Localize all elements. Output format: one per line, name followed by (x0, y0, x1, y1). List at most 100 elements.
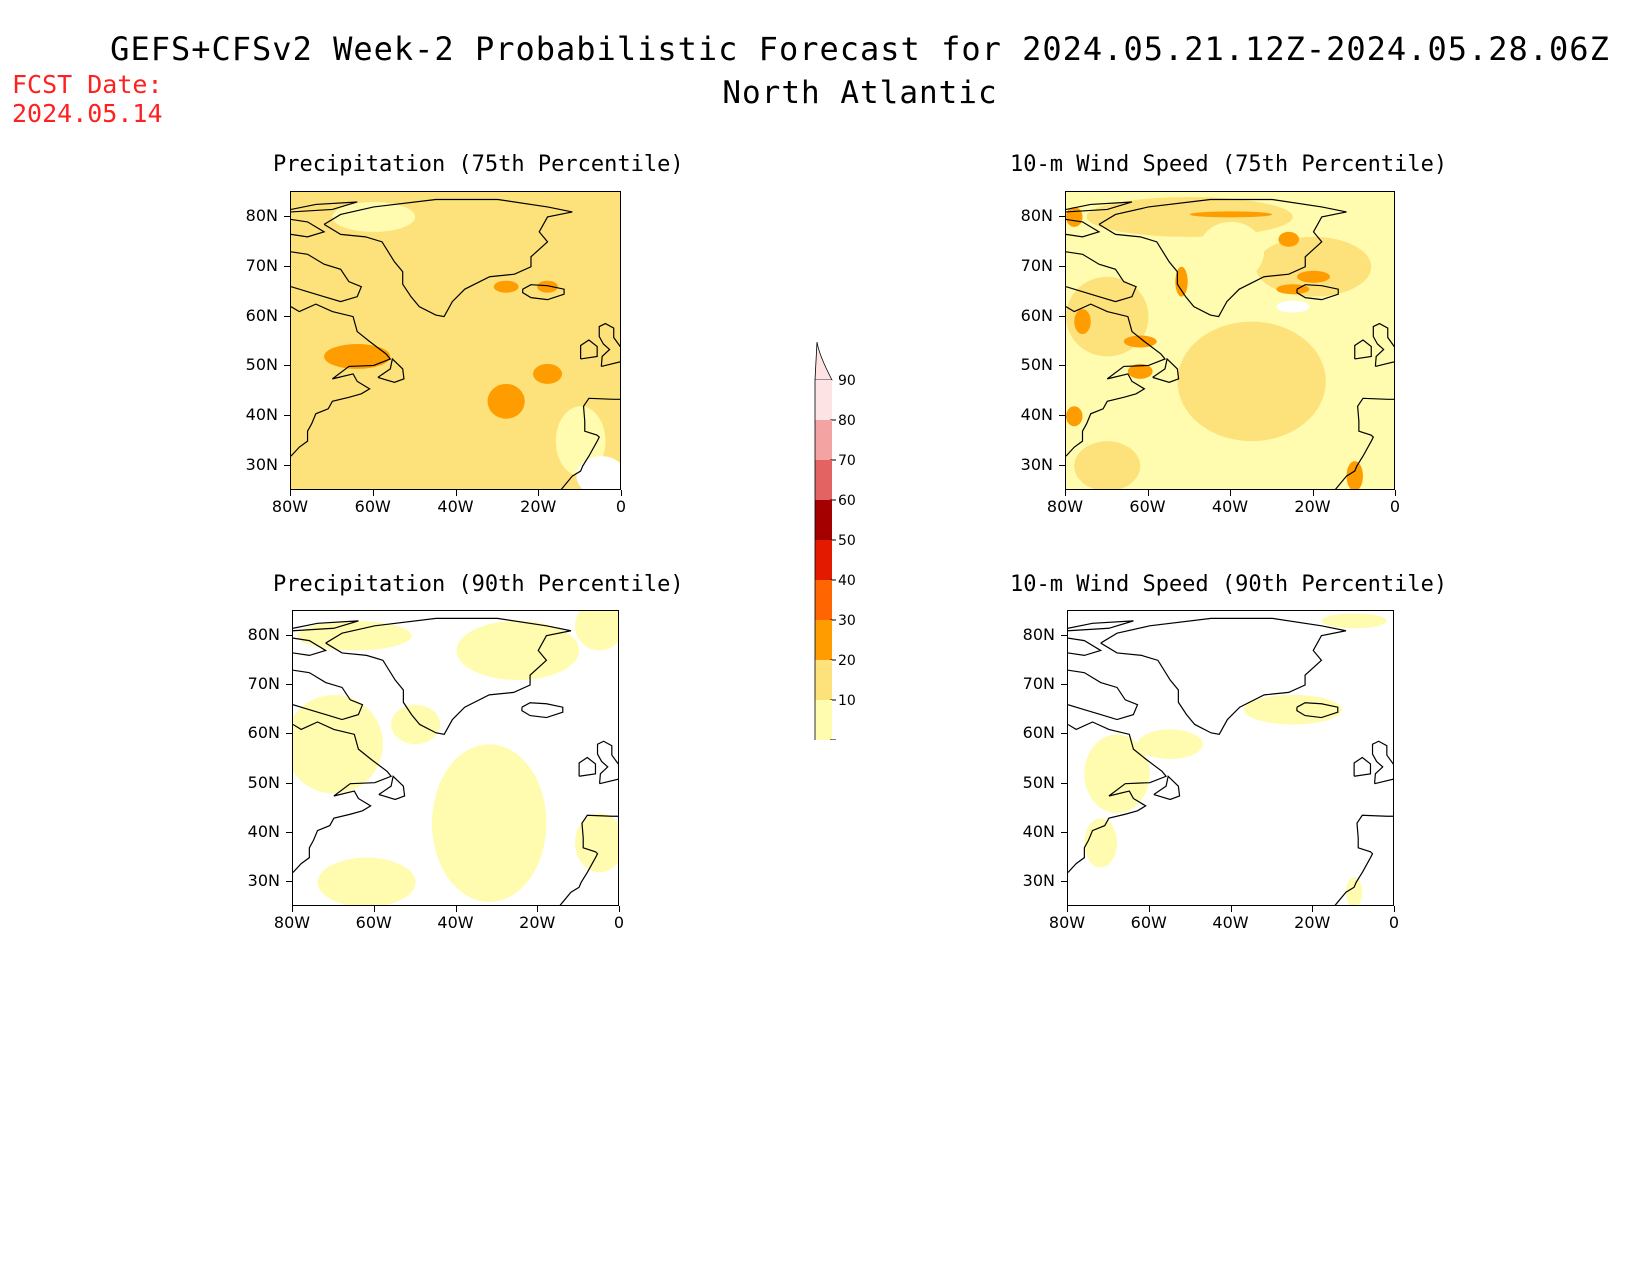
map-precip-90 (292, 610, 619, 906)
lat-tick-label: 70N (1022, 674, 1055, 693)
lat-tick (1059, 215, 1065, 217)
colorbar-legend: 90 80 70 60 50 40 30 20 10 (814, 341, 856, 740)
lat-tick-label: 60N (245, 305, 278, 325)
colorbar-swatch-70 (815, 460, 832, 500)
coastline (1371, 740, 1393, 785)
coastline (1066, 303, 1166, 457)
coastline (291, 251, 363, 303)
probability-contour (293, 694, 383, 794)
lat-tick-label: 40N (245, 405, 278, 425)
map-canvas-precip-90 (293, 611, 618, 905)
coastline (1066, 201, 1133, 213)
lon-tick-label: 60W (354, 497, 391, 516)
coastline (291, 218, 326, 238)
colorbar-swatch-50 (815, 540, 832, 580)
coastline (291, 303, 392, 457)
lat-tick-label: 80N (247, 624, 280, 644)
probability-contour (1127, 363, 1153, 379)
map-canvas-wind-75 (1066, 192, 1394, 489)
coastline (377, 357, 405, 383)
lon-tick-label: 60W (1130, 913, 1167, 932)
lat-tick (1061, 832, 1067, 833)
lon-tick-label: 20W (1294, 497, 1331, 516)
coastline (578, 756, 597, 777)
lat-tick (1059, 315, 1065, 317)
lon-tick-label: 20W (519, 913, 556, 932)
probability-contour (1297, 270, 1330, 283)
coastline (580, 339, 598, 360)
lat-tick-label: 70N (1020, 255, 1053, 275)
lat-tick (1061, 881, 1067, 883)
lon-tick-label: 20W (1294, 913, 1331, 932)
forecast-date-label: FCST Date: (12, 70, 163, 99)
probability-contour (533, 363, 563, 384)
map-precip-75 (290, 191, 621, 490)
lat-tick-label: 30N (1022, 871, 1055, 891)
lat-tick (284, 465, 290, 467)
probability-contour (1066, 406, 1083, 427)
coastline (293, 669, 364, 721)
coastline (293, 721, 393, 873)
probability-contour (1198, 221, 1264, 282)
lat-tick-label: 30N (247, 871, 280, 891)
lat-tick-label: 60N (1022, 723, 1055, 743)
coastline (1335, 397, 1394, 489)
probability-contour (1255, 236, 1372, 297)
lat-tick (1061, 634, 1067, 636)
lon-tick (1067, 906, 1068, 912)
coastline (291, 201, 358, 213)
colorbar-label: 30 (838, 613, 856, 629)
panel-title-wind-75: 10-m Wind Speed (75th Percentile) (1010, 152, 1448, 177)
lat-tick-label: 80N (1020, 205, 1053, 225)
map-wind-90 (1067, 610, 1394, 906)
probability-contour (1084, 734, 1150, 814)
coastline (559, 814, 618, 905)
lat-tick-label: 50N (247, 772, 280, 792)
colorbar-swatch-10 (815, 700, 832, 740)
lon-tick (292, 906, 293, 912)
lon-tick (619, 906, 620, 912)
coastline (596, 740, 618, 785)
colorbar-label: 20 (838, 653, 856, 669)
coastline (1353, 756, 1372, 777)
coastline (1068, 721, 1168, 873)
lon-tick-label: 80W (1046, 497, 1084, 516)
coastline (293, 620, 359, 632)
coastline (1296, 284, 1339, 301)
probability-contour (1074, 309, 1091, 335)
probability-contour (1189, 211, 1273, 218)
probability-contour (1074, 441, 1141, 489)
colorbar-label: 60 (838, 493, 856, 509)
coastline (1153, 775, 1181, 801)
lon-tick-label: 20W (520, 497, 557, 516)
lon-tick-label: 0 (615, 497, 627, 516)
lat-tick-label: 70N (245, 255, 278, 275)
probability-contour (575, 813, 618, 873)
probability-contour (1278, 231, 1300, 247)
lat-tick-label: 50N (1020, 355, 1053, 375)
region-subtitle: North Atlantic (722, 75, 998, 111)
colorbar-swatch-80 (815, 420, 832, 460)
lat-tick-label: 40N (247, 822, 280, 841)
coastline (1372, 322, 1394, 367)
lon-tick-label: 40W (1212, 913, 1249, 932)
coastline (1066, 251, 1137, 303)
colorbar-label: 50 (838, 533, 856, 549)
lat-tick (286, 634, 292, 636)
lat-tick-label: 30N (245, 455, 278, 475)
coastline (378, 775, 406, 801)
probability-contour (1066, 276, 1149, 357)
probability-contour (575, 611, 618, 651)
coastline (1100, 617, 1347, 736)
lat-tick (286, 881, 292, 883)
lat-tick (1059, 265, 1065, 267)
probability-contour (1177, 321, 1326, 442)
probability-contour (1137, 729, 1203, 759)
lon-tick (1312, 490, 1314, 496)
lat-tick-label: 80N (1022, 624, 1055, 644)
panel-title-precip-90: Precipitation (90th Percentile) (273, 572, 684, 597)
map-canvas-wind-90 (1068, 611, 1393, 905)
probability-contour (324, 343, 391, 369)
colorbar-swatch-20 (815, 660, 832, 700)
lon-tick-label: 0 (1389, 497, 1401, 516)
